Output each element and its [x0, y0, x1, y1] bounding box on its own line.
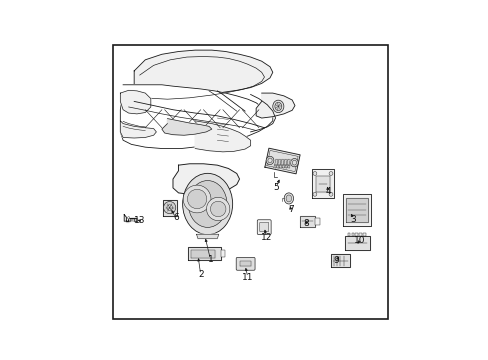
Polygon shape: [311, 169, 334, 198]
Circle shape: [163, 202, 175, 214]
Polygon shape: [239, 261, 251, 266]
Polygon shape: [280, 159, 284, 165]
Circle shape: [312, 172, 316, 175]
Ellipse shape: [188, 181, 226, 228]
Circle shape: [328, 172, 332, 175]
Circle shape: [132, 219, 134, 221]
Ellipse shape: [272, 100, 284, 113]
Text: 8: 8: [303, 219, 308, 228]
FancyBboxPatch shape: [347, 233, 349, 236]
Ellipse shape: [285, 195, 291, 202]
FancyBboxPatch shape: [314, 218, 319, 225]
Polygon shape: [120, 90, 150, 114]
Polygon shape: [195, 121, 250, 152]
Polygon shape: [287, 165, 289, 168]
FancyBboxPatch shape: [363, 233, 365, 236]
Polygon shape: [279, 165, 281, 168]
FancyBboxPatch shape: [257, 220, 270, 234]
Polygon shape: [173, 164, 239, 194]
FancyBboxPatch shape: [359, 233, 361, 236]
FancyBboxPatch shape: [355, 233, 357, 236]
Text: 11: 11: [242, 273, 253, 282]
Polygon shape: [124, 215, 137, 222]
Polygon shape: [345, 198, 367, 222]
Ellipse shape: [183, 174, 232, 235]
Ellipse shape: [267, 158, 271, 163]
Text: 4: 4: [325, 187, 330, 196]
Polygon shape: [196, 234, 218, 239]
Polygon shape: [315, 176, 329, 192]
Polygon shape: [277, 159, 281, 165]
Circle shape: [166, 205, 172, 210]
Text: 2: 2: [198, 270, 203, 279]
Polygon shape: [188, 247, 221, 260]
Circle shape: [210, 201, 225, 217]
Polygon shape: [299, 216, 315, 227]
Polygon shape: [286, 159, 290, 165]
Polygon shape: [120, 121, 156, 138]
Polygon shape: [264, 148, 300, 174]
Polygon shape: [256, 93, 294, 118]
Ellipse shape: [284, 193, 293, 204]
Text: 9: 9: [333, 256, 339, 265]
Text: 1: 1: [207, 255, 213, 264]
Circle shape: [187, 189, 206, 209]
Polygon shape: [330, 254, 349, 267]
Polygon shape: [274, 159, 278, 165]
Polygon shape: [163, 199, 176, 216]
Text: 7: 7: [287, 205, 293, 214]
Polygon shape: [344, 236, 369, 250]
Polygon shape: [273, 165, 276, 168]
Ellipse shape: [290, 158, 298, 167]
FancyBboxPatch shape: [236, 257, 255, 270]
FancyBboxPatch shape: [259, 222, 268, 232]
Ellipse shape: [265, 156, 273, 165]
Circle shape: [328, 192, 332, 196]
Circle shape: [183, 185, 210, 213]
Polygon shape: [342, 194, 370, 226]
Text: 3: 3: [349, 215, 355, 224]
Text: 5: 5: [273, 183, 279, 192]
Circle shape: [206, 197, 229, 221]
Polygon shape: [162, 118, 211, 135]
Polygon shape: [120, 85, 272, 149]
Text: 6: 6: [173, 213, 178, 222]
Ellipse shape: [274, 102, 281, 111]
FancyBboxPatch shape: [220, 250, 224, 257]
Polygon shape: [282, 165, 284, 168]
Polygon shape: [191, 250, 215, 258]
Text: 10: 10: [354, 235, 365, 244]
Text: 13: 13: [134, 216, 145, 225]
Polygon shape: [285, 165, 287, 168]
FancyBboxPatch shape: [351, 233, 353, 236]
Circle shape: [312, 192, 316, 196]
Ellipse shape: [292, 160, 296, 165]
Polygon shape: [284, 159, 286, 165]
Polygon shape: [276, 165, 279, 168]
Text: 12: 12: [260, 233, 271, 242]
Polygon shape: [134, 50, 272, 97]
Circle shape: [127, 217, 129, 219]
